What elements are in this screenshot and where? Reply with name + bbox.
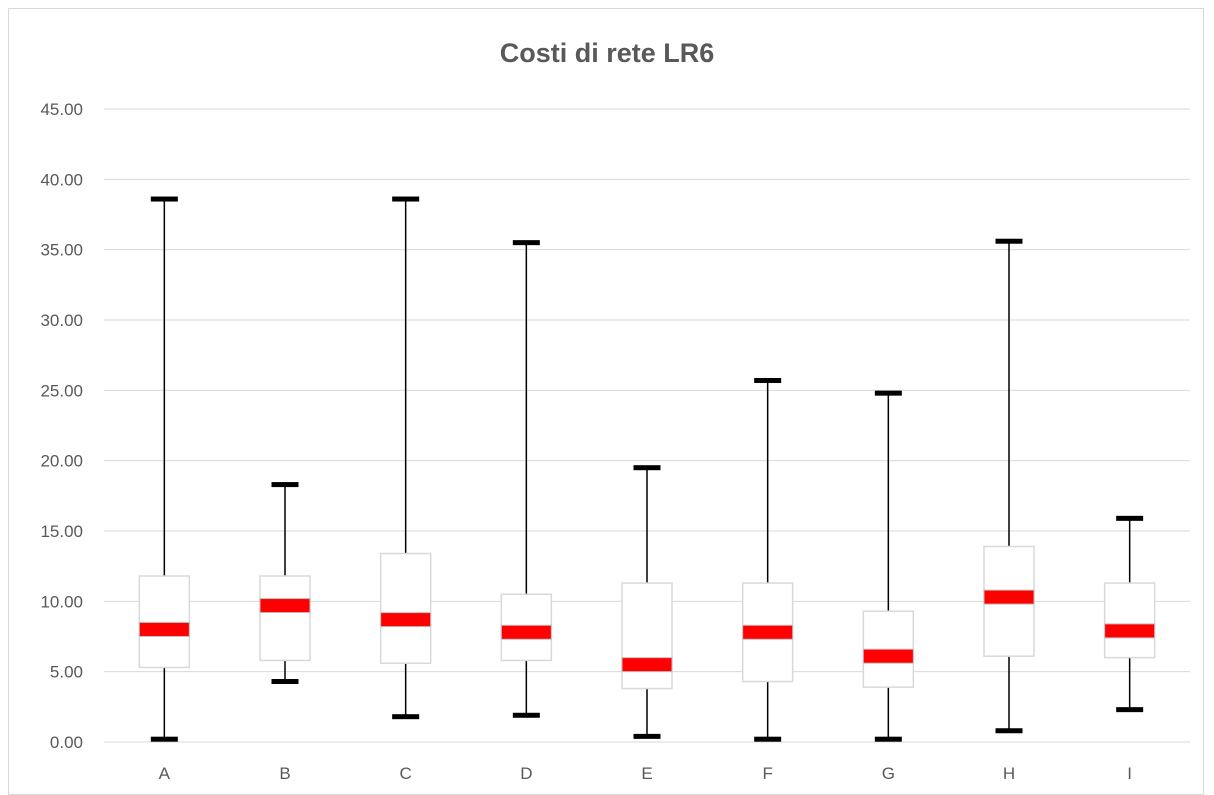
max-cap [995,238,1023,244]
iqr-box [259,575,311,662]
box-H [983,238,1035,734]
chart-area [8,8,1204,795]
max-cap [271,482,299,488]
y-tick-label: 0.00 [50,733,83,752]
min-cap [754,736,782,742]
box-A [138,196,191,742]
x-tick-label: C [400,764,412,783]
iqr-box [1103,582,1156,659]
x-tick-label: G [882,764,895,783]
max-cap [392,196,420,202]
min-cap [874,736,902,742]
x-tick-label: F [762,764,772,783]
box-B [259,482,311,685]
y-tick-label: 15.00 [40,522,83,541]
max-cap [754,377,782,383]
y-tick-label: 10.00 [40,592,83,611]
y-tick-label: 40.00 [40,170,83,189]
min-cap [392,714,420,720]
iqr-box [138,575,191,669]
median-bar [380,612,432,628]
x-tick-label: B [279,764,290,783]
max-cap [633,465,661,471]
median-bar [138,621,190,637]
x-tick-label: H [1003,764,1015,783]
box-E [621,465,673,739]
min-cap [512,712,540,718]
box-C [379,196,432,720]
box-D [500,240,553,718]
box-G [862,390,915,742]
min-cap [633,733,661,739]
y-tick-label: 45.00 [40,100,83,119]
max-cap [1116,515,1144,521]
min-cap [150,736,178,742]
x-tick-label: A [159,764,171,783]
median-bar [621,657,673,673]
x-tick-label: I [1127,764,1132,783]
y-tick-label: 30.00 [40,311,83,330]
iqr-box [621,582,673,690]
axes: 0.00 5.00 10.00 15.00 20.00 25.00 30.00 35.00 40… [40,100,1190,783]
box-F [741,377,794,742]
median-bar [862,648,914,664]
median-bar [500,624,552,640]
max-cap [512,240,540,246]
median-bar [259,598,311,614]
min-cap [271,679,299,685]
y-tick-label: 20.00 [40,452,83,471]
max-cap [150,196,178,202]
median-bar [983,589,1035,605]
y-tick-label: 35.00 [40,241,83,260]
boxes [138,196,1156,742]
median-bar [742,624,794,640]
median-bar [1104,623,1156,639]
iqr-box [379,552,432,664]
box-I [1103,515,1156,713]
min-cap [1116,707,1144,713]
x-tick-label: D [520,764,532,783]
chart-title: Costi di rete LR6 [499,38,715,68]
x-tick-label: E [641,764,652,783]
y-tick-label: 5.00 [50,663,83,682]
min-cap [995,728,1023,734]
y-tick-label: 25.00 [40,381,83,400]
max-cap [874,390,902,396]
